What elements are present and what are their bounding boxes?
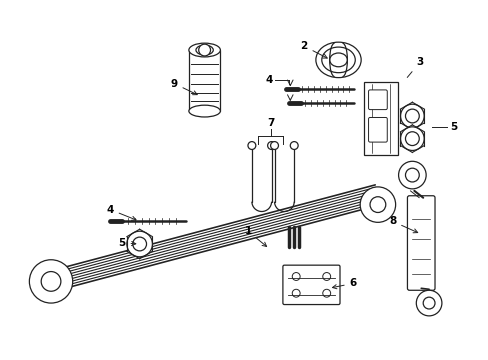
Circle shape bbox=[267, 141, 275, 149]
Circle shape bbox=[270, 141, 278, 149]
Circle shape bbox=[132, 237, 146, 251]
FancyBboxPatch shape bbox=[368, 90, 386, 109]
Circle shape bbox=[369, 197, 385, 212]
Text: 1: 1 bbox=[244, 226, 266, 247]
FancyBboxPatch shape bbox=[364, 82, 397, 156]
Circle shape bbox=[398, 161, 425, 189]
Circle shape bbox=[29, 260, 73, 303]
FancyBboxPatch shape bbox=[407, 196, 434, 290]
Circle shape bbox=[41, 271, 61, 291]
Circle shape bbox=[405, 168, 418, 182]
FancyBboxPatch shape bbox=[368, 117, 386, 142]
Text: 3: 3 bbox=[407, 57, 423, 77]
Circle shape bbox=[292, 273, 300, 280]
Circle shape bbox=[405, 132, 418, 145]
Ellipse shape bbox=[196, 45, 213, 55]
Circle shape bbox=[400, 104, 423, 128]
Circle shape bbox=[422, 297, 434, 309]
Circle shape bbox=[290, 141, 298, 149]
Ellipse shape bbox=[188, 43, 220, 57]
Text: 6: 6 bbox=[332, 278, 356, 289]
Circle shape bbox=[360, 187, 395, 222]
Circle shape bbox=[405, 109, 418, 123]
Circle shape bbox=[322, 289, 330, 297]
Circle shape bbox=[247, 141, 255, 149]
FancyBboxPatch shape bbox=[283, 265, 339, 305]
Ellipse shape bbox=[315, 42, 361, 78]
Text: 4: 4 bbox=[265, 75, 273, 85]
Text: 9: 9 bbox=[170, 78, 197, 95]
Circle shape bbox=[126, 231, 152, 257]
Text: 5: 5 bbox=[449, 122, 456, 132]
Ellipse shape bbox=[321, 47, 355, 73]
Ellipse shape bbox=[329, 53, 346, 67]
Circle shape bbox=[198, 44, 210, 56]
Circle shape bbox=[400, 127, 423, 150]
Text: 8: 8 bbox=[388, 216, 417, 233]
Ellipse shape bbox=[188, 105, 220, 117]
Text: 7: 7 bbox=[266, 118, 274, 128]
Text: 4: 4 bbox=[106, 204, 136, 220]
Text: 2: 2 bbox=[300, 41, 326, 58]
Text: 5: 5 bbox=[118, 238, 136, 248]
Circle shape bbox=[292, 289, 300, 297]
Circle shape bbox=[415, 290, 441, 316]
Circle shape bbox=[322, 273, 330, 280]
